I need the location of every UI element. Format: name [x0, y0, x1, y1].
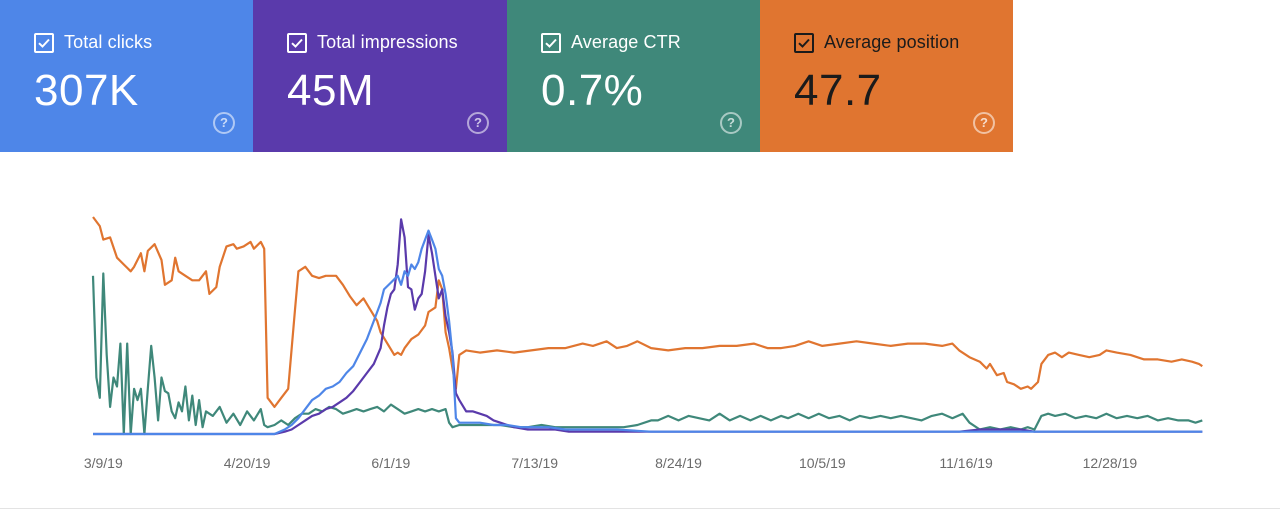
- total-impressions-card[interactable]: Total impressions 45M ?: [253, 0, 507, 152]
- help-icon[interactable]: ?: [973, 112, 995, 134]
- x-tick-label: 4/20/19: [224, 455, 271, 471]
- average-position-checkbox[interactable]: [794, 32, 814, 53]
- help-icon[interactable]: ?: [467, 112, 489, 134]
- x-tick-label: 8/24/19: [655, 455, 702, 471]
- average-ctr-card[interactable]: Average CTR 0.7% ?: [507, 0, 760, 152]
- average-ctr-checkbox[interactable]: [541, 32, 561, 53]
- performance-chart[interactable]: 3/9/19 4/20/19 6/1/19 7/13/19 8/24/19 10/5/19…: [0, 152, 1280, 509]
- help-icon[interactable]: ?: [213, 112, 235, 134]
- x-tick-label: 7/13/19: [511, 455, 558, 471]
- average-position-header: Average position: [794, 32, 959, 53]
- check-icon: [545, 38, 557, 48]
- total-clicks-label: Total clicks: [64, 32, 153, 52]
- total-impressions-header: Total impressions: [287, 32, 458, 53]
- total-impressions-value: 45M: [287, 66, 375, 115]
- series-layer: [91, 216, 1203, 436]
- help-icon[interactable]: ?: [720, 112, 742, 134]
- total-impressions-label: Total impressions: [317, 32, 458, 52]
- average-ctr-value: 0.7%: [541, 66, 644, 115]
- series-line-total-impressions: [93, 218, 1203, 436]
- total-impressions-checkbox[interactable]: [287, 32, 307, 53]
- average-ctr-header: Average CTR: [541, 32, 681, 53]
- total-clicks-card[interactable]: Total clicks 307K ?: [0, 0, 253, 152]
- x-axis-ticks: 3/9/19 4/20/19 6/1/19 7/13/19 8/24/19 10/5/19…: [84, 455, 1138, 471]
- total-clicks-checkbox[interactable]: [34, 32, 54, 53]
- check-icon: [38, 38, 50, 48]
- average-position-value: 47.7: [794, 66, 882, 115]
- metric-cards: Total clicks 307K ? Total impressions 45…: [0, 0, 1013, 152]
- x-tick-label: 6/1/19: [371, 455, 410, 471]
- average-position-label: Average position: [824, 32, 960, 52]
- check-icon: [291, 38, 303, 48]
- total-clicks-value: 307K: [34, 66, 139, 115]
- x-tick-label: 10/5/19: [799, 455, 846, 471]
- average-ctr-label: Average CTR: [571, 32, 681, 52]
- series-line-average-ctr: [91, 272, 1203, 436]
- average-position-card[interactable]: Average position 47.7 ?: [760, 0, 1013, 152]
- check-icon: [798, 38, 810, 48]
- x-tick-label: 3/9/19: [84, 455, 123, 471]
- x-tick-label: 12/28/19: [1083, 455, 1138, 471]
- total-clicks-header: Total clicks: [34, 32, 152, 53]
- x-tick-label: 11/16/19: [939, 455, 993, 471]
- series-line-average-position: [92, 216, 1203, 408]
- series-line-total-clicks: [93, 229, 1203, 436]
